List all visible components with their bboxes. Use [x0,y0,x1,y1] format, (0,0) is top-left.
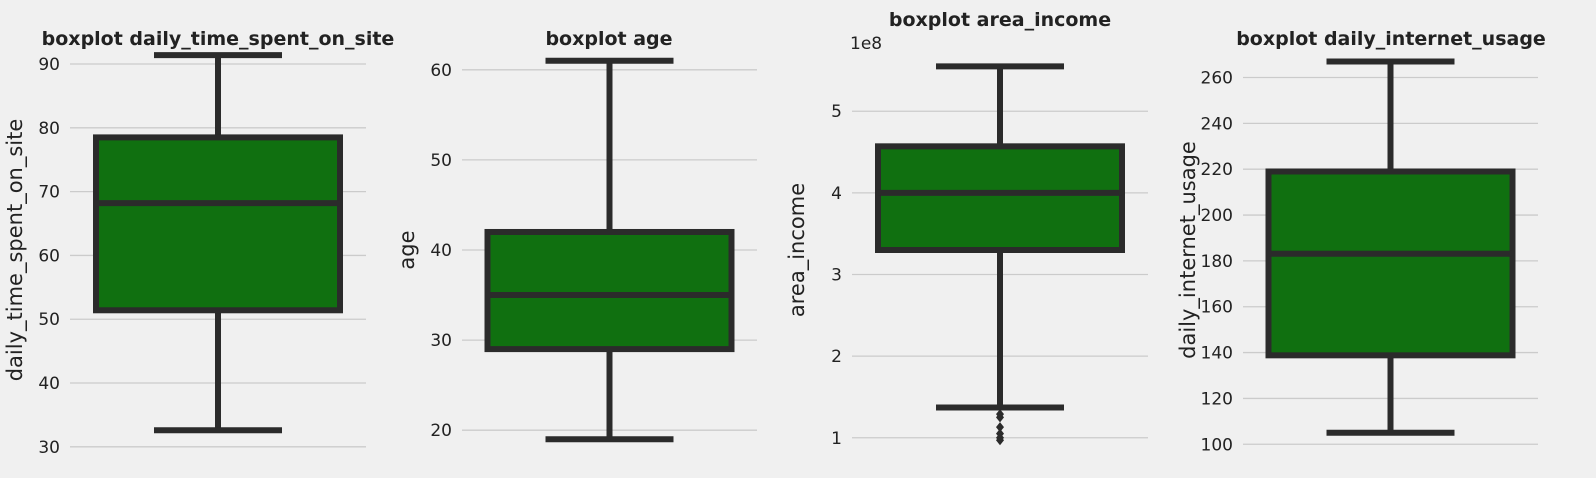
y-tick-label: 30 [38,438,60,458]
y-axis-label: daily_internet_usage [1176,141,1201,359]
y-tick-label: 80 [38,119,60,139]
y-axis-label: area_income [785,183,810,317]
y-tick-label: 1 [831,429,842,449]
y-tick-label: 50 [38,310,60,330]
chart-title: boxplot age [545,28,672,50]
y-tick-label: 2 [831,347,842,367]
y-axis-label: age [395,230,419,269]
y-tick-label: 40 [430,241,452,261]
chart-title: boxplot daily_internet_usage [1236,28,1546,50]
y-tick-label: 20 [430,421,452,441]
y-tick-label: 5 [831,102,842,122]
y-tick-label: 180 [1201,252,1233,272]
iqr-box [1265,168,1516,359]
y-tick-label: 240 [1201,114,1233,134]
chart-panel-2: 20 30 40 50 60 boxplot age age [395,28,757,443]
iqr-box [875,143,1125,254]
y-tick-label: 200 [1201,206,1233,226]
outlier-point [996,422,1004,433]
chart-title: boxplot area_income [889,9,1111,31]
y-tick-label: 60 [38,246,60,266]
chart-title: boxplot daily_time_spent_on_site [42,28,395,50]
outlier-point [996,412,1004,423]
iqr-box [93,134,343,314]
axis-offset-label: 1e8 [850,34,882,54]
y-tick-label: 220 [1201,160,1233,180]
y-tick-label: 60 [430,61,452,81]
outlier-point [996,435,1004,446]
y-tick-label: 120 [1201,389,1233,409]
chart-panel-1: 30 40 50 60 70 80 90 boxplot daily_time_spent_o… [3,28,394,458]
y-tick-label: 70 [38,183,60,203]
y-tick-label: 3 [831,265,842,285]
chart-panel-3: 1 2 3 4 5 boxplot area_income area_income 1e8 [785,9,1148,449]
y-tick-label: 50 [430,151,452,171]
y-tick-label: 4 [831,184,842,204]
y-tick-label: 160 [1201,298,1233,318]
y-axis-label: daily_time_spent_on_site [3,119,28,382]
y-tick-label: 100 [1201,435,1233,455]
iqr-box [484,228,735,353]
y-tick-label: 90 [38,55,60,75]
y-tick-label: 140 [1201,344,1233,364]
y-tick-label: 40 [38,374,60,394]
y-tick-label: 30 [430,331,452,351]
y-tick-label: 260 [1201,69,1233,89]
